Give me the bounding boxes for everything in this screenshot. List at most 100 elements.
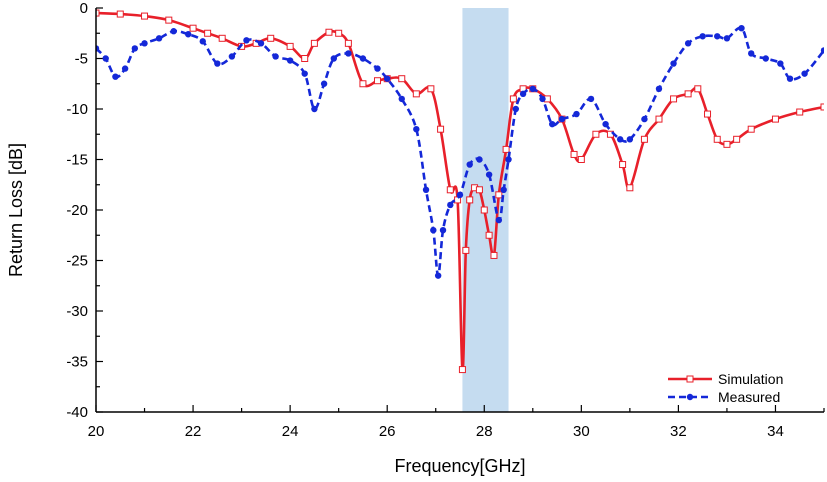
measured-point — [102, 55, 109, 62]
measured-point — [500, 186, 507, 193]
series-simulation — [96, 9, 824, 374]
simulation-point — [141, 12, 149, 20]
simulation-point — [619, 161, 627, 169]
measured-point — [228, 53, 236, 60]
simulation-point — [592, 130, 600, 138]
simulation-point — [165, 16, 173, 24]
simulation-point — [96, 9, 100, 17]
measured-point — [505, 156, 512, 163]
simulation-point — [733, 135, 741, 143]
simulation-point — [310, 39, 318, 47]
y-tick-label: -5 — [75, 51, 88, 68]
simulation-point — [218, 34, 226, 42]
simulation-point — [427, 85, 435, 93]
y-tick-labels: 0 -5 -10 -15 -20 -25 -30 -35 -40 — [66, 0, 88, 421]
measured-point — [359, 55, 367, 62]
measured-point — [748, 50, 755, 57]
legend-measured-label: Measured — [718, 389, 780, 405]
measured-point — [384, 75, 391, 82]
measured-point — [413, 126, 420, 133]
simulation-point — [344, 39, 352, 47]
x-tick-labels: 20 22 24 26 28 30 32 34 — [88, 423, 784, 440]
measured-point — [495, 216, 503, 224]
measured-point — [549, 120, 556, 128]
measured-point — [466, 161, 473, 168]
simulation-point — [655, 115, 663, 123]
measured-point — [602, 120, 609, 128]
measured-point — [801, 70, 808, 77]
simulation-point — [670, 95, 678, 103]
simulation-point — [723, 140, 731, 148]
y-tick-label: -30 — [66, 303, 88, 320]
simulation-point — [325, 28, 333, 36]
simulation-point — [502, 145, 510, 153]
measured-point — [121, 65, 129, 72]
measured-point — [573, 110, 580, 118]
measured-point — [131, 45, 139, 52]
simulation-point — [398, 75, 406, 83]
measured-point — [558, 115, 566, 123]
measured-point — [539, 95, 546, 103]
simulation-point — [189, 24, 197, 32]
measured-point — [476, 156, 483, 163]
measured-point — [670, 60, 677, 67]
simulation-point — [462, 246, 470, 254]
measured-point — [345, 50, 352, 57]
simulation-point — [267, 34, 275, 42]
measured-point — [512, 105, 520, 113]
simulation-point — [446, 186, 454, 194]
y-tick-label: -40 — [66, 404, 88, 421]
simulation-point — [412, 90, 420, 98]
measured-point — [243, 37, 250, 44]
simulation-point — [480, 206, 488, 214]
measured-point — [519, 90, 527, 98]
x-tick-label: 34 — [767, 423, 784, 440]
measured-point — [587, 95, 595, 103]
simulation-point — [301, 55, 309, 62]
measured-point — [430, 227, 437, 234]
legend-simulation-marker — [686, 375, 694, 383]
y-tick-label: -25 — [66, 253, 88, 270]
measured-point — [185, 31, 192, 38]
legend-simulation-label: Simulation — [718, 371, 783, 387]
measured-point — [529, 85, 536, 93]
simulation-point — [684, 90, 692, 98]
series-measured — [96, 25, 824, 279]
axis-ticks — [95, 7, 825, 413]
simulation-point — [485, 231, 493, 239]
x-tick-label: 22 — [185, 423, 202, 440]
measured-point — [141, 40, 148, 47]
simulation-point — [437, 125, 445, 133]
simulation-point — [359, 80, 367, 88]
simulation-point — [335, 29, 343, 37]
measured-point — [434, 272, 442, 279]
simulation-point — [458, 366, 466, 374]
simulation-point — [694, 85, 702, 93]
simulation-point — [820, 103, 824, 111]
simulation-point — [747, 125, 755, 133]
simulation-point — [570, 150, 578, 158]
measured-point — [447, 201, 454, 209]
measured-point — [257, 40, 265, 47]
y-tick-label: -10 — [66, 101, 88, 118]
measured-point — [170, 28, 177, 35]
y-axis-title: Return Loss [dB] — [6, 143, 26, 277]
measured-point — [820, 47, 824, 54]
measured-point — [422, 186, 430, 193]
simulation-point — [640, 135, 648, 143]
measured-point — [786, 75, 794, 82]
measured-point — [684, 40, 692, 47]
measured-point — [330, 55, 338, 62]
legend-measured-marker — [686, 393, 694, 401]
measured-point — [112, 73, 119, 80]
measured-point — [214, 60, 221, 67]
x-tick-label: 28 — [476, 423, 493, 440]
series-layer — [96, 9, 824, 374]
measured-point — [738, 25, 745, 32]
simulation-point — [490, 251, 498, 259]
measured-point — [626, 136, 634, 143]
x-tick-label: 26 — [379, 423, 396, 440]
simulation-point — [116, 10, 124, 18]
measured-point — [374, 65, 381, 72]
